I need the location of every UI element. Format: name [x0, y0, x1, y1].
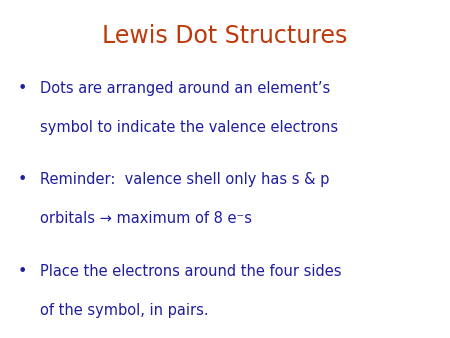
Text: •: • [18, 172, 27, 188]
Text: Reminder:  valence shell only has s & p: Reminder: valence shell only has s & p [40, 172, 330, 188]
Text: Place the electrons around the four sides: Place the electrons around the four side… [40, 264, 342, 279]
Text: Dots are arranged around an element’s: Dots are arranged around an element’s [40, 81, 331, 96]
Text: symbol to indicate the valence electrons: symbol to indicate the valence electrons [40, 120, 338, 135]
Text: •: • [18, 81, 27, 96]
Text: Lewis Dot Structures: Lewis Dot Structures [102, 24, 348, 48]
Text: orbitals → maximum of 8 e⁻s: orbitals → maximum of 8 e⁻s [40, 211, 252, 226]
Text: of the symbol, in pairs.: of the symbol, in pairs. [40, 303, 209, 318]
Text: •: • [18, 264, 27, 279]
